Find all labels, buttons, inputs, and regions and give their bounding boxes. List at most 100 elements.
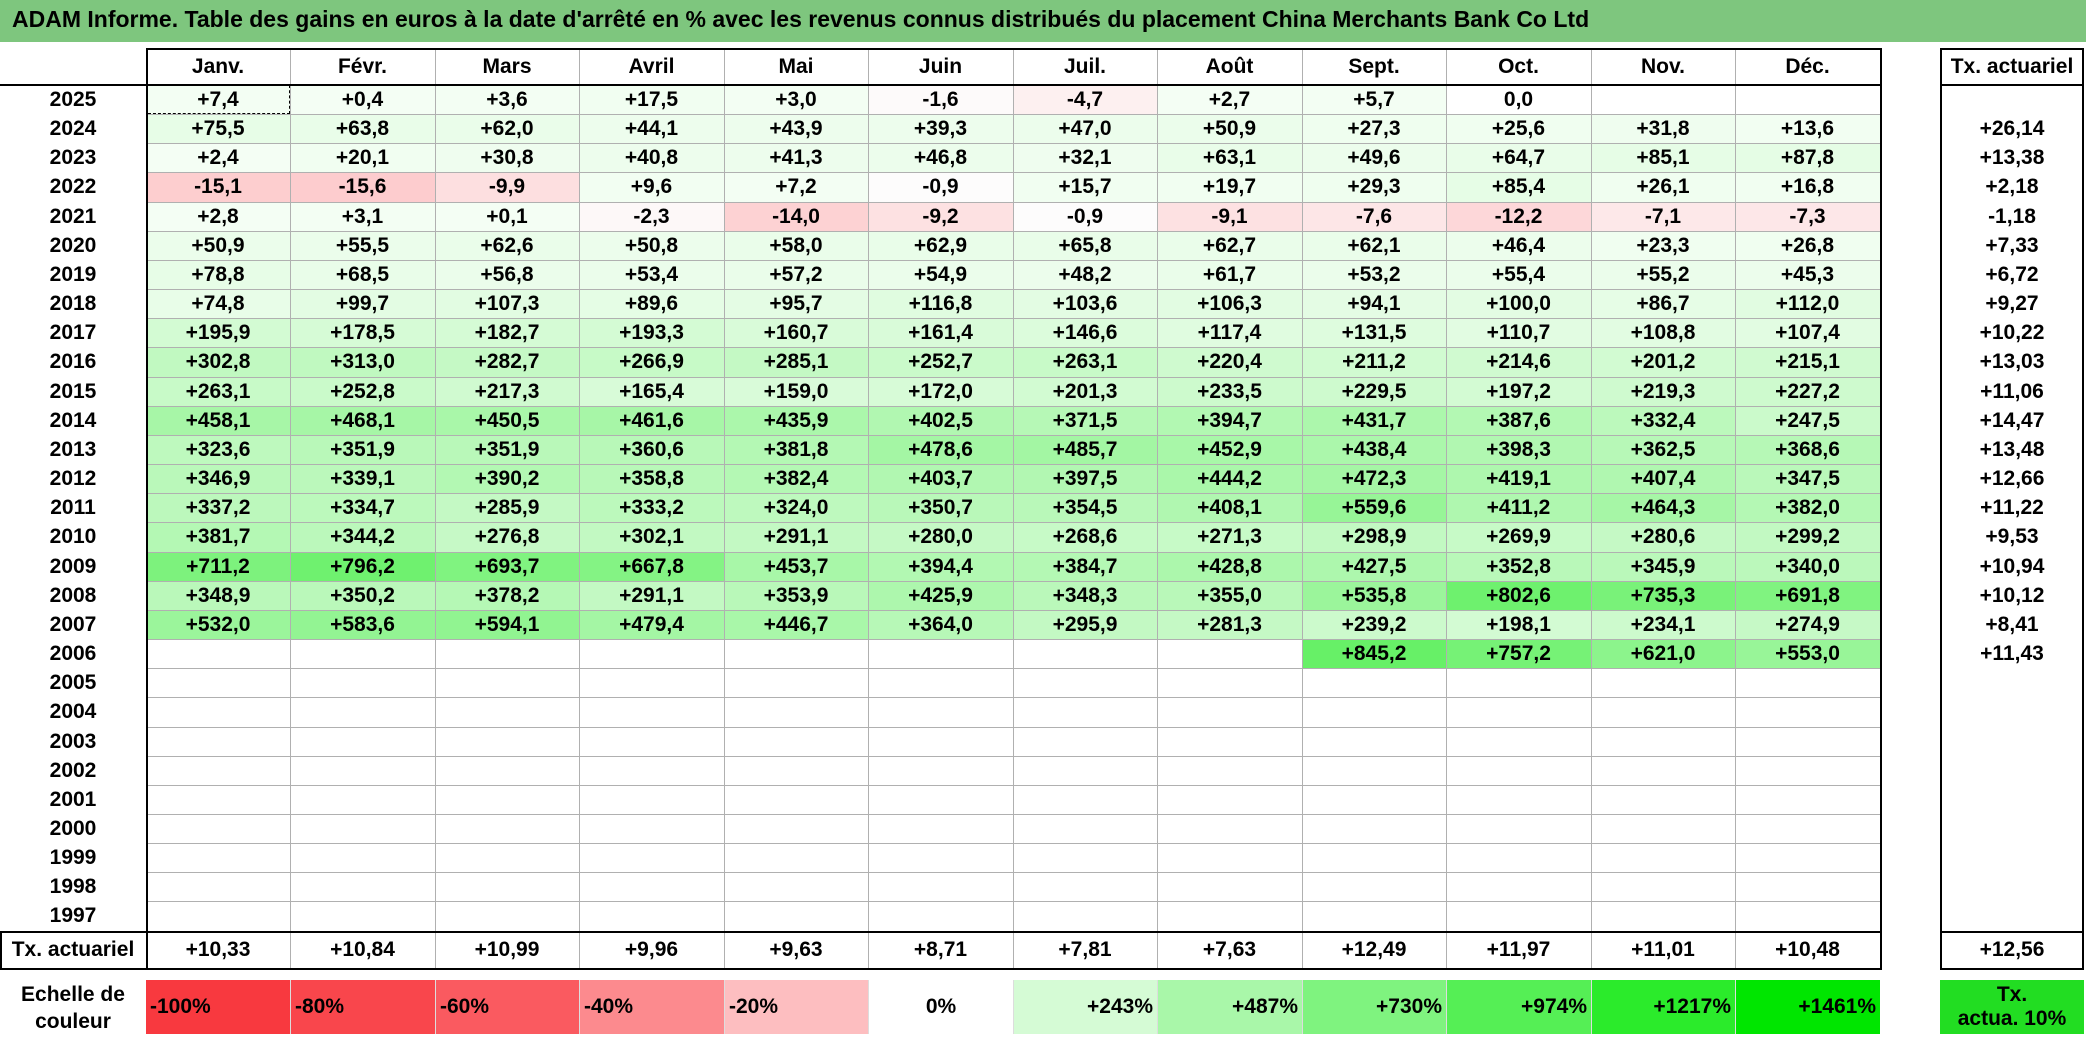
table-cell: +108,8 — [1591, 318, 1735, 348]
table-cell: +161,4 — [868, 318, 1013, 348]
table-cell: +5,7 — [1302, 85, 1446, 115]
table-cell: +48,2 — [1013, 259, 1157, 290]
table-cell: +117,4 — [1157, 318, 1302, 348]
table-cell — [1735, 727, 1880, 756]
table-cell — [724, 727, 868, 756]
footer-value: +10,99 — [474, 938, 540, 961]
table-cell — [579, 668, 724, 697]
table-cell: +291,1 — [724, 522, 868, 552]
table-cell — [868, 697, 1013, 726]
table-cell: -1,6 — [868, 85, 1013, 115]
table-cell: +621,0 — [1591, 639, 1735, 669]
year-label: 2006 — [49, 642, 97, 666]
table-cell: +348,9 — [146, 580, 290, 610]
table-cell: +354,5 — [1013, 493, 1157, 523]
table-cell: +302,1 — [579, 522, 724, 552]
table-cell — [724, 872, 868, 901]
table-cell: +298,9 — [1302, 522, 1446, 552]
table-cell — [1302, 756, 1446, 785]
table-cell: +274,9 — [1735, 609, 1880, 640]
scale-label-line2: couleur — [35, 1010, 111, 1033]
year-label: 1998 — [49, 875, 97, 899]
year-label: 2019 — [49, 262, 97, 286]
table-cell — [1446, 843, 1591, 872]
col-divider — [1591, 48, 1592, 931]
table-cell — [146, 639, 290, 668]
table-cell — [1591, 756, 1735, 785]
table-cell: +268,6 — [1013, 522, 1157, 552]
table-cell: +62,7 — [1157, 230, 1302, 260]
table-cell — [579, 756, 724, 785]
color-scale-label: -20% — [729, 995, 779, 1018]
table-cell: +100,0 — [1446, 289, 1591, 319]
col-divider — [579, 932, 580, 968]
table-cell — [1302, 901, 1446, 930]
table-cell: +351,9 — [290, 434, 435, 465]
color-scale-swatch: +1461% — [1735, 980, 1880, 1034]
year-label: 2002 — [49, 758, 97, 782]
table-cell: -4,7 — [1013, 85, 1157, 115]
row-tx-actuariel — [1940, 85, 2084, 114]
table-cell — [1735, 697, 1880, 726]
table-cell: +299,2 — [1735, 522, 1880, 552]
row-tx-actuariel — [1940, 814, 2084, 843]
table-cell — [435, 756, 579, 785]
table-cell: +112,0 — [1735, 289, 1880, 319]
table-cell: -7,6 — [1302, 201, 1446, 231]
year-label: 2010 — [49, 525, 97, 549]
table-cell — [1013, 668, 1157, 697]
table-cell: 0,0 — [1446, 85, 1591, 115]
year-label: 2009 — [49, 554, 97, 578]
col-divider — [1446, 48, 1447, 931]
col-divider — [1157, 48, 1158, 931]
header-top-border — [146, 48, 1880, 50]
color-scale-swatch: +730% — [1302, 980, 1446, 1034]
table-cell — [1157, 785, 1302, 814]
table-cell — [1013, 843, 1157, 872]
footer-value: +10,33 — [185, 938, 251, 961]
table-cell — [724, 843, 868, 872]
table-cell: +394,7 — [1157, 405, 1302, 435]
table-cell: +29,3 — [1302, 172, 1446, 202]
table-cell: +220,4 — [1157, 347, 1302, 377]
table-cell: +360,6 — [579, 434, 724, 465]
table-cell: +61,7 — [1157, 259, 1302, 290]
table-cell — [1735, 872, 1880, 901]
table-cell: +0,1 — [435, 201, 579, 231]
row-tx-actuariel: +10,94 — [1979, 554, 2045, 578]
table-cell: +106,3 — [1157, 289, 1302, 319]
table-cell: -0,9 — [1013, 201, 1157, 231]
col-divider — [1013, 48, 1014, 931]
table-cell: +86,7 — [1591, 289, 1735, 319]
col-divider — [1302, 932, 1303, 968]
table-cell — [1013, 901, 1157, 930]
table-cell: +25,6 — [1446, 114, 1591, 144]
table-cell — [146, 697, 290, 726]
footer-value: +10,84 — [330, 938, 395, 961]
table-cell: +435,9 — [724, 405, 868, 435]
footer-value: +7,81 — [1058, 938, 1112, 961]
month-header: Avril — [628, 55, 675, 78]
table-cell: +49,6 — [1302, 143, 1446, 173]
table-cell: +217,3 — [435, 376, 579, 406]
table-cell: +3,0 — [724, 85, 868, 115]
table-cell: +53,4 — [579, 259, 724, 290]
table-cell: +26,1 — [1591, 172, 1735, 202]
table-cell: +56,8 — [435, 259, 579, 290]
table-cell: -14,0 — [724, 201, 868, 231]
table-cell: +198,1 — [1446, 609, 1591, 640]
table-cell — [1157, 901, 1302, 930]
row-tx-actuariel: +10,12 — [1979, 583, 2045, 607]
table-cell: +324,0 — [724, 493, 868, 523]
table-cell: +444,2 — [1157, 464, 1302, 494]
table-cell: +280,0 — [868, 522, 1013, 552]
table-cell: +446,7 — [724, 609, 868, 640]
table-cell: +387,6 — [1446, 405, 1591, 435]
row-tx-actuariel — [1940, 668, 2084, 697]
table-cell — [579, 814, 724, 843]
table-cell: +131,5 — [1302, 318, 1446, 348]
month-header: Janv. — [191, 55, 245, 78]
table-cell: +20,1 — [290, 143, 435, 173]
table-cell — [1591, 901, 1735, 930]
table-cell: +233,5 — [1157, 376, 1302, 406]
